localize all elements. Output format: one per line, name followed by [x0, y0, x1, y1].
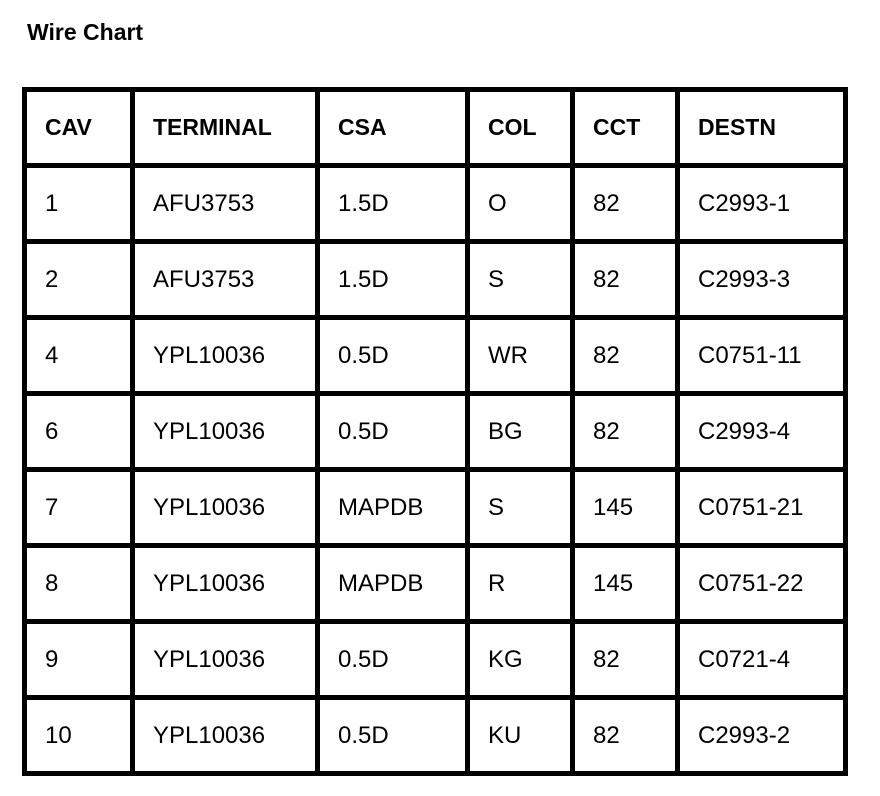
- table-cell-destn: C0751-22: [675, 543, 848, 624]
- table-cell-terminal: YPL10036: [130, 391, 320, 472]
- table-cell-destn: C2993-3: [675, 239, 848, 320]
- page-title: Wire Chart: [27, 19, 144, 45]
- column-header-csa: CSA: [315, 87, 470, 168]
- column-header-cct: CCT: [570, 87, 680, 168]
- table-cell-cct: 82: [570, 695, 680, 776]
- table-row: 4 YPL10036 0.5D WR 82 C0751-11: [22, 315, 848, 396]
- table-cell-csa: 0.5D: [315, 391, 470, 472]
- table-cell-terminal: YPL10036: [130, 315, 320, 396]
- table-cell-csa: 0.5D: [315, 315, 470, 396]
- table-cell-cav: 9: [22, 619, 135, 700]
- table-cell-col: S: [465, 467, 575, 548]
- table-cell-csa: 1.5D: [315, 163, 470, 244]
- table-cell-terminal: AFU3753: [130, 239, 320, 320]
- table-cell-cct: 145: [570, 543, 680, 624]
- table-cell-csa: 1.5D: [315, 239, 470, 320]
- table-cell-cct: 145: [570, 467, 680, 548]
- table-cell-terminal: YPL10036: [130, 467, 320, 548]
- table-cell-destn: C2993-4: [675, 391, 848, 472]
- column-header-col: COL: [465, 87, 575, 168]
- table-cell-cav: 8: [22, 543, 135, 624]
- table-cell-cav: 2: [22, 239, 135, 320]
- table-cell-cav: 7: [22, 467, 135, 548]
- table-cell-col: KU: [465, 695, 575, 776]
- table-cell-cct: 82: [570, 239, 680, 320]
- table-cell-cav: 10: [22, 695, 135, 776]
- table-row: 9 YPL10036 0.5D KG 82 C0721-4: [22, 619, 848, 700]
- table-cell-terminal: YPL10036: [130, 543, 320, 624]
- wire-chart-table: CAV TERMINAL CSA COL CCT DESTN 1 AFU3753…: [22, 87, 848, 776]
- table-row: 6 YPL10036 0.5D BG 82 C2993-4: [22, 391, 848, 472]
- table-cell-terminal: YPL10036: [130, 619, 320, 700]
- table-row: 10 YPL10036 0.5D KU 82 C2993-2: [22, 695, 848, 776]
- table-header-row: CAV TERMINAL CSA COL CCT DESTN: [22, 87, 848, 168]
- table-cell-terminal: YPL10036: [130, 695, 320, 776]
- table-cell-csa: 0.5D: [315, 619, 470, 700]
- table-cell-destn: C0751-11: [675, 315, 848, 396]
- table-cell-cct: 82: [570, 315, 680, 396]
- table-cell-col: O: [465, 163, 575, 244]
- table-cell-csa: MAPDB: [315, 543, 470, 624]
- table-row: 8 YPL10036 MAPDB R 145 C0751-22: [22, 543, 848, 624]
- table-row: 1 AFU3753 1.5D O 82 C2993-1: [22, 163, 848, 244]
- table-cell-destn: C2993-2: [675, 695, 848, 776]
- table-cell-cct: 82: [570, 163, 680, 244]
- column-header-destn: DESTN: [675, 87, 848, 168]
- table-cell-cav: 1: [22, 163, 135, 244]
- table-cell-cct: 82: [570, 619, 680, 700]
- table-cell-destn: C0751-21: [675, 467, 848, 548]
- table-row: 7 YPL10036 MAPDB S 145 C0751-21: [22, 467, 848, 548]
- table-cell-col: R: [465, 543, 575, 624]
- table-cell-csa: MAPDB: [315, 467, 470, 548]
- table-row: 2 AFU3753 1.5D S 82 C2993-3: [22, 239, 848, 320]
- table-cell-cct: 82: [570, 391, 680, 472]
- column-header-cav: CAV: [22, 87, 135, 168]
- table-cell-cav: 6: [22, 391, 135, 472]
- table-cell-terminal: AFU3753: [130, 163, 320, 244]
- table-cell-col: BG: [465, 391, 575, 472]
- table-cell-col: KG: [465, 619, 575, 700]
- table-cell-csa: 0.5D: [315, 695, 470, 776]
- table-cell-col: S: [465, 239, 575, 320]
- column-header-terminal: TERMINAL: [130, 87, 320, 168]
- table-cell-destn: C0721-4: [675, 619, 848, 700]
- table-cell-col: WR: [465, 315, 575, 396]
- table-cell-destn: C2993-1: [675, 163, 848, 244]
- table-cell-cav: 4: [22, 315, 135, 396]
